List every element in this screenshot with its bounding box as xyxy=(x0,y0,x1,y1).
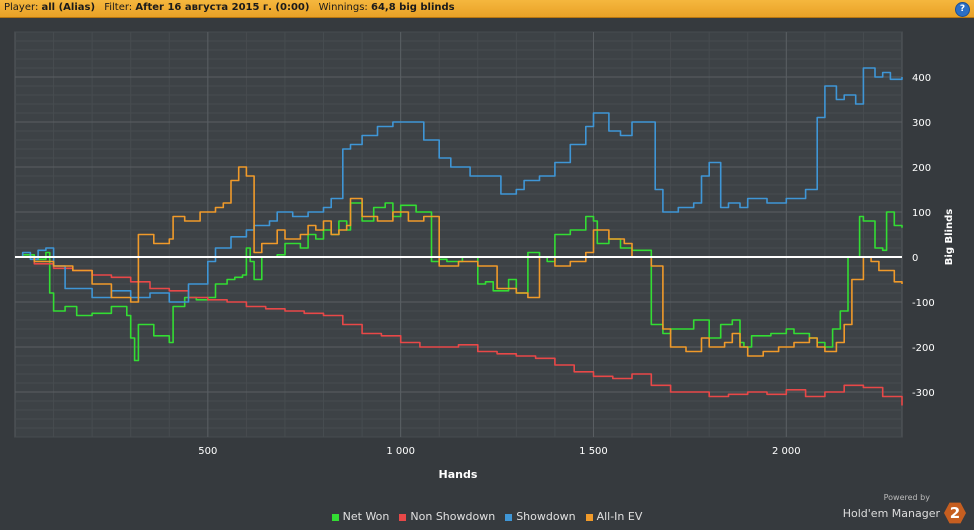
legend-swatch xyxy=(585,513,593,521)
x-tick-label: 500 xyxy=(198,446,217,457)
legend: Net Won Non Showdown Showdown All-In EV xyxy=(0,510,974,523)
powered-by-text: Powered by xyxy=(883,493,930,502)
y-tick-label: 300 xyxy=(912,118,931,129)
y-tick-label: -300 xyxy=(912,388,935,399)
plot-area xyxy=(14,31,903,438)
product-name: Hold'em Manager xyxy=(842,506,940,520)
legend-label: Net Won xyxy=(342,510,390,523)
series-lines xyxy=(15,67,903,406)
legend-label: Non Showdown xyxy=(410,510,496,523)
x-tick-label: 2 000 xyxy=(772,446,801,457)
graph-chart: 400 300 200 100 0 -100 -200 -300 500 1 000 1 500 2 … xyxy=(14,31,955,481)
branding: Powered by Hold'em Manager 2 xyxy=(843,493,966,524)
help-icon[interactable]: ? xyxy=(955,2,970,17)
filter-label: Filter: xyxy=(104,2,133,13)
y-tick-label: -200 xyxy=(912,343,935,354)
axis-ticks: 400 300 200 100 0 -100 -200 -300 500 1 000 1 500 2 … xyxy=(198,73,934,457)
legend-item-net-won[interactable]: Net Won xyxy=(331,510,390,523)
y-tick-label: 400 xyxy=(912,73,931,84)
y-tick-label: 0 xyxy=(912,253,918,264)
filter-value[interactable]: After 16 августа 2015 г. (0:00) xyxy=(135,2,310,13)
winnings-value: 64,8 big blinds xyxy=(371,2,455,13)
series-line-non-showdown xyxy=(15,256,903,406)
y-tick-label: 200 xyxy=(912,163,931,174)
header-bar: Player: all (Alias) Filter: After 16 авг… xyxy=(0,0,974,18)
legend-item-all-in-ev[interactable]: All-In EV xyxy=(585,510,643,523)
y-tick-label: -100 xyxy=(912,298,935,309)
x-tick-label: 1 000 xyxy=(386,446,415,457)
legend-item-non-showdown[interactable]: Non Showdown xyxy=(399,510,495,523)
winnings-label: Winnings: xyxy=(318,2,368,13)
legend-swatch xyxy=(505,513,513,521)
series-line-showdown xyxy=(15,67,903,303)
series-line-all-in-ev xyxy=(15,166,903,357)
x-tick-label: 1 500 xyxy=(579,446,608,457)
legend-swatch xyxy=(331,513,339,521)
legend-label: All-In EV xyxy=(596,510,643,523)
player-value[interactable]: all (Alias) xyxy=(41,2,96,13)
y-tick-label: 100 xyxy=(912,208,931,219)
x-axis-label: Hands xyxy=(439,468,478,481)
y-axis-label: Big Blinds xyxy=(944,209,955,265)
legend-label: Showdown xyxy=(516,510,576,523)
player-label: Player: xyxy=(4,2,39,13)
hm2-logo-icon: 2 xyxy=(944,502,966,524)
legend-swatch xyxy=(399,513,407,521)
legend-item-showdown[interactable]: Showdown xyxy=(505,510,576,523)
